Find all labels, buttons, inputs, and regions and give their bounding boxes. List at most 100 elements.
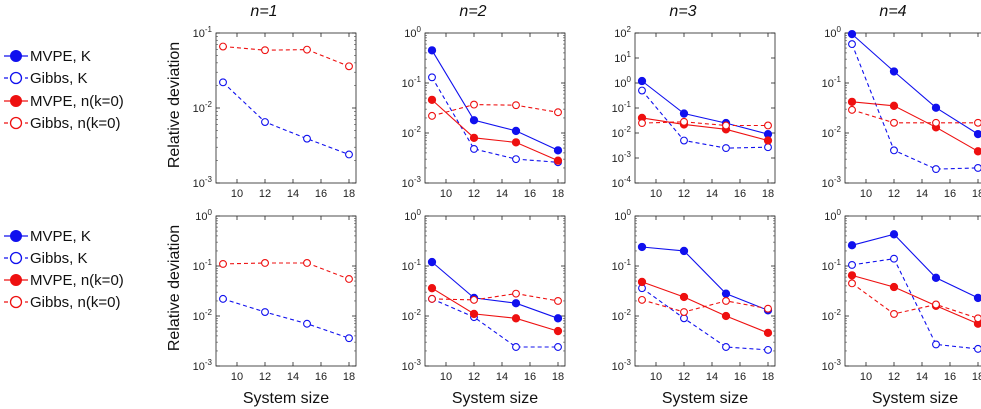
x-tick-label: 18 [343,188,355,200]
x-tick-label: 18 [972,371,981,383]
legend-label: Gibbs, n(k=0) [30,115,120,132]
x-tick-label: 10 [860,371,872,383]
y-tick-label: 100 [404,208,421,223]
y-tick-label: 101 [614,50,631,65]
data-point [511,138,521,147]
y-tick-label: 10-3 [822,358,842,373]
x-tick-label: 10 [231,371,243,383]
x-tick-label: 18 [552,371,564,383]
y-tick-label: 10-3 [612,358,632,373]
data-point [470,144,478,153]
legend-marker [9,295,23,309]
series-line [641,80,769,135]
panel-r2-c1: 10-3 10-2 10-1 100 10 12 14 16 18 [193,208,357,383]
data-point [219,294,227,303]
x-tick-label: 14 [706,371,718,383]
data-point [261,259,269,267]
column-title-n2: n=2 [459,3,486,20]
legend-label: MVPE, K [30,48,91,65]
data-point [932,165,940,174]
data-point [470,100,478,109]
series-line [641,121,768,127]
y-tick-label: 10-1 [822,258,842,273]
xlabel-col-3: System size [662,390,748,407]
y-tick-label: 10-2 [402,125,422,140]
y-tick-label: 10-2 [822,125,842,140]
legend-label: MVPE, n(k=0) [30,93,124,110]
x-tick-label: 12 [678,188,690,200]
legend-marker [10,95,22,107]
data-point [889,101,899,110]
data-point [511,126,521,136]
data-point [427,257,437,267]
data-point [890,146,898,155]
data-point [890,254,898,263]
panel-r2-c3: 10-3 10-2 10-1 100 10 12 14 16 18 [612,208,776,383]
x-tick-label: 16 [944,188,956,200]
x-tick-label: 14 [916,371,928,383]
data-point [848,105,856,114]
legend-marker [9,116,23,130]
data-point [637,242,647,252]
y-tick-label: 10-2 [193,308,213,323]
legend-entry-mvpe-n: MVPE, n(k=0) [4,272,124,289]
data-point [638,86,646,95]
x-tick-label: 18 [762,371,774,383]
x-tick-label: 12 [888,371,900,383]
series-line [222,298,350,339]
legend-marker [10,274,22,286]
x-tick-label: 16 [944,371,956,383]
legend-marker [10,230,22,242]
legend-label: MVPE, n(k=0) [30,272,124,289]
data-point [931,273,941,282]
x-tick-label: 10 [231,188,243,200]
y-tick-label: 102 [614,25,631,40]
data-point [219,259,227,268]
x-tick-label: 16 [315,188,327,200]
series-line [431,261,559,319]
ylabel-row-1: Relative deviation [166,42,183,168]
data-point [427,46,437,55]
column-title-n4: n=4 [879,3,906,20]
data-point [679,292,689,302]
y-tick-label: 10-2 [193,100,213,115]
x-tick-label: 18 [552,188,564,200]
x-tick-label: 12 [678,371,690,383]
y-tick-label: 100 [824,208,841,223]
x-tick-label: 18 [343,371,355,383]
x-tick-label: 10 [440,188,452,200]
x-tick-label: 16 [524,371,536,383]
data-point [721,289,731,298]
data-point [932,118,940,127]
axes-box [844,32,981,184]
y-tick-label: 10-4 [612,175,632,190]
data-point [511,299,521,308]
series-line [431,50,559,151]
panel-r1-c1: 10-3 10-2 10-1 10 12 14 16 18 [193,25,357,200]
series-line [851,233,979,299]
data-point [469,116,479,125]
series-line [641,117,769,142]
data-point [889,230,899,239]
y-tick-label: 10-3 [402,175,422,190]
legend-marker [9,71,23,85]
data-point [637,277,647,287]
data-point [219,42,227,51]
data-point [932,340,940,349]
column-title-n1: n=1 [250,3,277,20]
series-line [222,262,350,280]
data-point [974,314,981,323]
x-tick-label: 12 [468,371,480,383]
series-line [851,33,979,135]
series-line [641,281,769,334]
legend-entry-mvpe-k: MVPE, K [4,228,91,245]
data-point [427,284,437,293]
data-point [345,275,353,283]
series-line [641,299,769,313]
data-point [553,146,563,155]
legend-entry-gibbs-k: Gibbs, K [4,70,88,87]
data-point [553,326,563,336]
data-point [553,314,563,323]
xlabel-col-2: System size [452,390,538,407]
data-point [261,118,269,126]
